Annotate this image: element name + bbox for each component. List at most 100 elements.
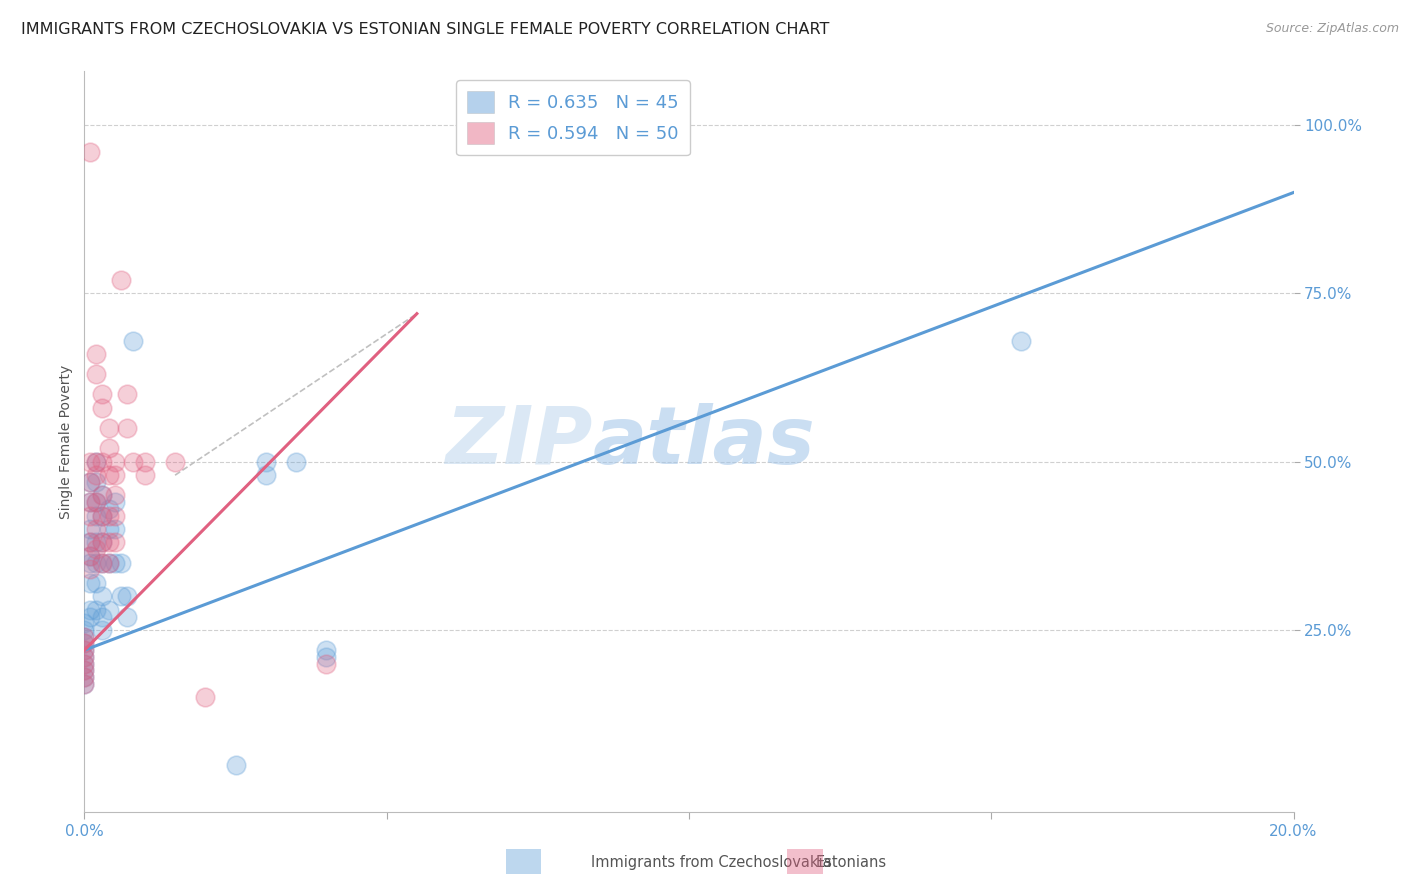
Point [97,508,120,523]
Point [79,549,101,563]
Point [73,649,96,664]
Point [104,535,127,549]
Point [91,535,114,549]
Point [79,522,101,536]
Point [97,556,120,570]
Point [115,421,138,435]
Point [91,535,114,549]
Point [97,603,120,617]
Point [104,508,127,523]
Point [73,643,96,657]
Point [254,455,277,469]
Point [73,664,96,678]
Point [91,455,114,469]
Point [97,535,120,549]
Point [86,535,108,549]
Point [79,603,101,617]
Point [86,522,108,536]
Text: ZIP: ZIP [444,402,592,481]
Point [79,475,101,489]
Point [73,677,96,691]
Point [79,508,101,523]
Point [73,636,96,650]
Point [134,455,156,469]
Point [73,616,96,631]
Point [284,455,308,469]
Point [121,334,143,348]
Point [79,549,101,563]
Point [86,455,108,469]
Point [79,145,101,160]
Point [91,401,114,415]
Point [86,455,108,469]
Point [115,387,138,401]
Y-axis label: Single Female Poverty: Single Female Poverty [59,365,73,518]
Point [86,508,108,523]
Point [86,542,108,557]
Point [73,670,96,684]
Point [315,649,337,664]
Point [86,475,108,489]
Point [73,643,96,657]
Point [73,630,96,644]
Point [79,495,101,509]
Point [91,623,114,637]
Point [86,368,108,382]
Point [91,609,114,624]
Point [91,508,114,523]
Text: atlas: atlas [592,402,815,481]
Point [254,468,277,483]
Point [225,757,247,772]
Point [115,609,138,624]
Point [79,575,101,590]
Point [97,522,120,536]
Point [315,643,337,657]
Point [91,590,114,604]
Point [97,556,120,570]
Point [97,468,120,483]
Point [86,495,108,509]
Text: IMMIGRANTS FROM CZECHOSLOVAKIA VS ESTONIAN SINGLE FEMALE POVERTY CORRELATION CHA: IMMIGRANTS FROM CZECHOSLOVAKIA VS ESTONI… [21,22,830,37]
Text: Source: ZipAtlas.com: Source: ZipAtlas.com [1265,22,1399,36]
Text: Immigrants from Czechoslovakia: Immigrants from Czechoslovakia [591,855,831,870]
Point [104,455,127,469]
Point [134,468,156,483]
Point [73,670,96,684]
Point [104,468,127,483]
Point [79,556,101,570]
Point [104,495,127,509]
Point [110,590,132,604]
Point [110,556,132,570]
Point [97,442,120,456]
Point [91,508,114,523]
Point [115,590,138,604]
Point [104,488,127,502]
Point [97,501,120,516]
Point [73,649,96,664]
Point [91,387,114,401]
Point [91,556,114,570]
Point [73,664,96,678]
Point [86,603,108,617]
Point [79,535,101,549]
Point [104,556,127,570]
Point [79,475,101,489]
Point [104,522,127,536]
Point [73,657,96,671]
Point [79,609,101,624]
Point [73,657,96,671]
Point [86,575,108,590]
Point [73,636,96,650]
Point [79,455,101,469]
Point [91,488,114,502]
Point [86,347,108,361]
Point [121,455,143,469]
Point [79,562,101,576]
Point [79,495,101,509]
Point [315,657,337,671]
Point [73,623,96,637]
Point [91,488,114,502]
Point [1010,334,1032,348]
Point [163,455,186,469]
Point [73,630,96,644]
